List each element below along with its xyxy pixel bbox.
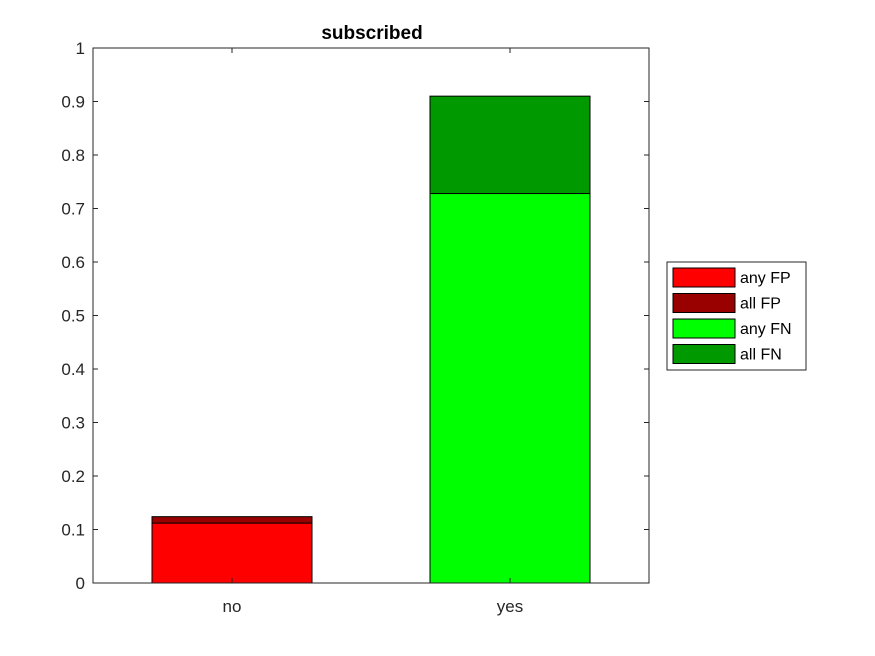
plot-area: 0 0.1 0.2 0.3 0.4 0.5 0.6 0.7 0.8 0.9 1 no yes: [61, 39, 650, 616]
legend-label-all-fp: all FP: [740, 296, 781, 313]
y-tick-label: 1: [76, 39, 85, 58]
y-tick-label: 0.4: [61, 360, 85, 379]
y-tick-label: 0.2: [61, 467, 85, 486]
y-tick-label: 0.7: [61, 200, 85, 219]
legend-swatch-all-fp: [672, 293, 736, 313]
legend-label-all-fn: all FN: [740, 347, 782, 364]
x-tick-label-yes: yes: [497, 597, 523, 616]
y-tick-label: 0.3: [61, 414, 85, 433]
y-tick-label: 0: [76, 574, 85, 593]
y-tick-label: 0.9: [61, 93, 85, 112]
legend-swatch-all-fn: [672, 344, 736, 364]
y-tick-label: 0.1: [61, 521, 85, 540]
bar-yes-all-fn: [429, 95, 591, 195]
y-tick-label: 0.8: [61, 146, 85, 165]
legend: any FP all FP any FN all FN: [666, 261, 807, 371]
legend-swatch-any-fp: [672, 267, 736, 288]
legend-label-any-fn: any FN: [740, 321, 792, 338]
y-tick-label: 0.6: [61, 253, 85, 272]
chart-title: subscribed: [321, 23, 422, 44]
legend-label-any-fp: any FP: [740, 270, 791, 287]
bar-yes-any-fn: [429, 193, 591, 584]
y-tick-label: 0.5: [61, 307, 85, 326]
bar-no-all-fp: [151, 516, 313, 524]
bar-no-any-fp: [151, 522, 313, 584]
x-tick-label-no: no: [223, 597, 242, 616]
legend-swatch-any-fn: [672, 318, 736, 339]
